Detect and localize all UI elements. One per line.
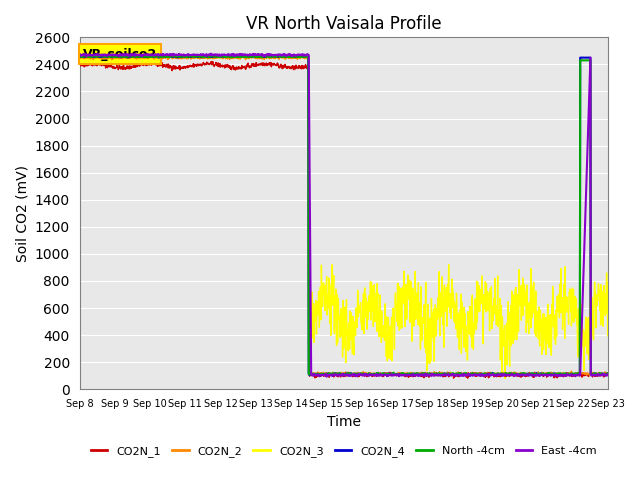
Legend: CO2N_1, CO2N_2, CO2N_3, CO2N_4, North -4cm, East -4cm: CO2N_1, CO2N_2, CO2N_3, CO2N_4, North -4… (86, 441, 602, 461)
Title: VR North Vaisala Profile: VR North Vaisala Profile (246, 15, 442, 33)
Y-axis label: Soil CO2 (mV): Soil CO2 (mV) (15, 165, 29, 262)
Text: VR_soilco2: VR_soilco2 (83, 48, 157, 60)
X-axis label: Time: Time (327, 415, 361, 429)
